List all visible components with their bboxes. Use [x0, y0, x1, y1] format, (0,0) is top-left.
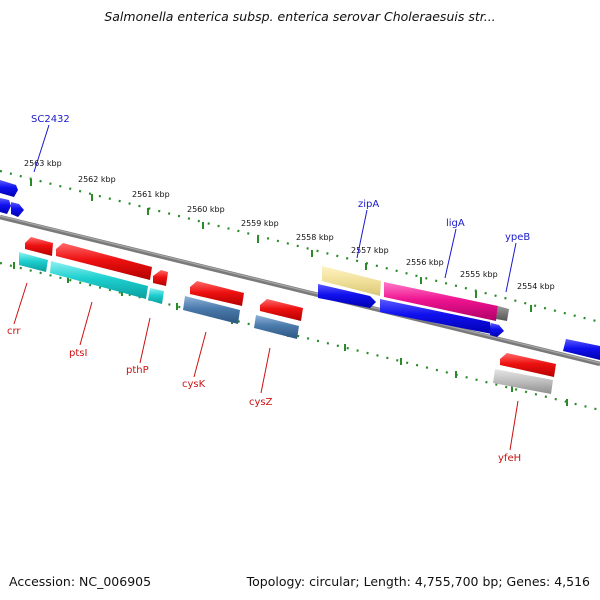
reverse-label-leaders [13, 282, 519, 451]
forward-gene[interactable] [380, 299, 492, 334]
forward-gene[interactable] [0, 180, 18, 197]
gene-label-ptsI: ptsI [69, 348, 87, 359]
gene-label-cysZ: cysZ [249, 397, 273, 408]
gene-label-ligA: ligA [446, 218, 465, 229]
reverse-gene-yfeH[interactable] [500, 353, 556, 377]
gene-label-SC2432: SC2432 [31, 114, 70, 125]
ruler-label: 2556 kbp [406, 258, 444, 267]
ruler-label: 2563 kbp [24, 159, 62, 168]
ruler-label: 2561 kbp [132, 190, 170, 199]
ruler-label: 2562 kbp [78, 175, 116, 184]
forward-gene-ypeB[interactable] [490, 323, 504, 337]
ruler-label: 2557 kbp [351, 246, 389, 255]
gene-label-cysK: cysK [182, 379, 206, 390]
gene-label-ypeB: ypeB [505, 232, 530, 243]
outer-ruler-dots [0, 169, 600, 324]
reverse-gene[interactable] [148, 288, 164, 304]
outer-major-ticks [30, 179, 532, 312]
gene-label-crr: crr [7, 326, 21, 337]
reverse-gene[interactable] [493, 369, 553, 394]
forward-gene-ligA[interactable] [384, 282, 498, 321]
reverse-gene[interactable] [254, 315, 299, 339]
forward-gene[interactable] [318, 284, 376, 308]
ruler-label: 2560 kbp [187, 205, 225, 214]
accession-text: Accession: NC_006905 [9, 574, 152, 589]
gene-label-pthP: pthP [126, 365, 149, 376]
ruler-label: 2558 kbp [296, 233, 334, 242]
reverse-gene-pthP[interactable] [153, 270, 168, 286]
forward-gene[interactable] [563, 339, 600, 360]
ruler-label: 2559 kbp [241, 219, 279, 228]
reverse-gene[interactable] [19, 252, 48, 272]
ruler-label: 2554 kbp [517, 282, 555, 291]
gene-label-zipA: zipA [358, 199, 379, 210]
reverse-gene-crr[interactable] [25, 237, 53, 256]
forward-label-leaders [33, 124, 517, 293]
forward-gene[interactable] [11, 202, 24, 217]
reverse-gene-cysZ[interactable] [260, 299, 303, 321]
reverse-gene[interactable] [183, 296, 240, 324]
reverse-gene[interactable] [50, 261, 148, 299]
forward-gene-zipA-region[interactable] [322, 266, 381, 296]
genome-backbone [0, 214, 600, 367]
genome-backbone-highlight [0, 215, 600, 364]
inner-ruler-dots [0, 261, 600, 412]
reverse-gene-ptsI[interactable] [56, 243, 152, 280]
forward-gene[interactable] [496, 306, 509, 321]
map-title: Salmonella enterica subsp. enterica sero… [104, 9, 496, 24]
forward-gene[interactable] [0, 198, 11, 214]
ruler-label: 2555 kbp [460, 270, 498, 279]
reverse-gene-cysK[interactable] [190, 281, 244, 306]
gene-label-yfeH: yfeH [498, 453, 521, 464]
genome-summary-text: Topology: circular; Length: 4,755,700 bp… [246, 574, 590, 589]
